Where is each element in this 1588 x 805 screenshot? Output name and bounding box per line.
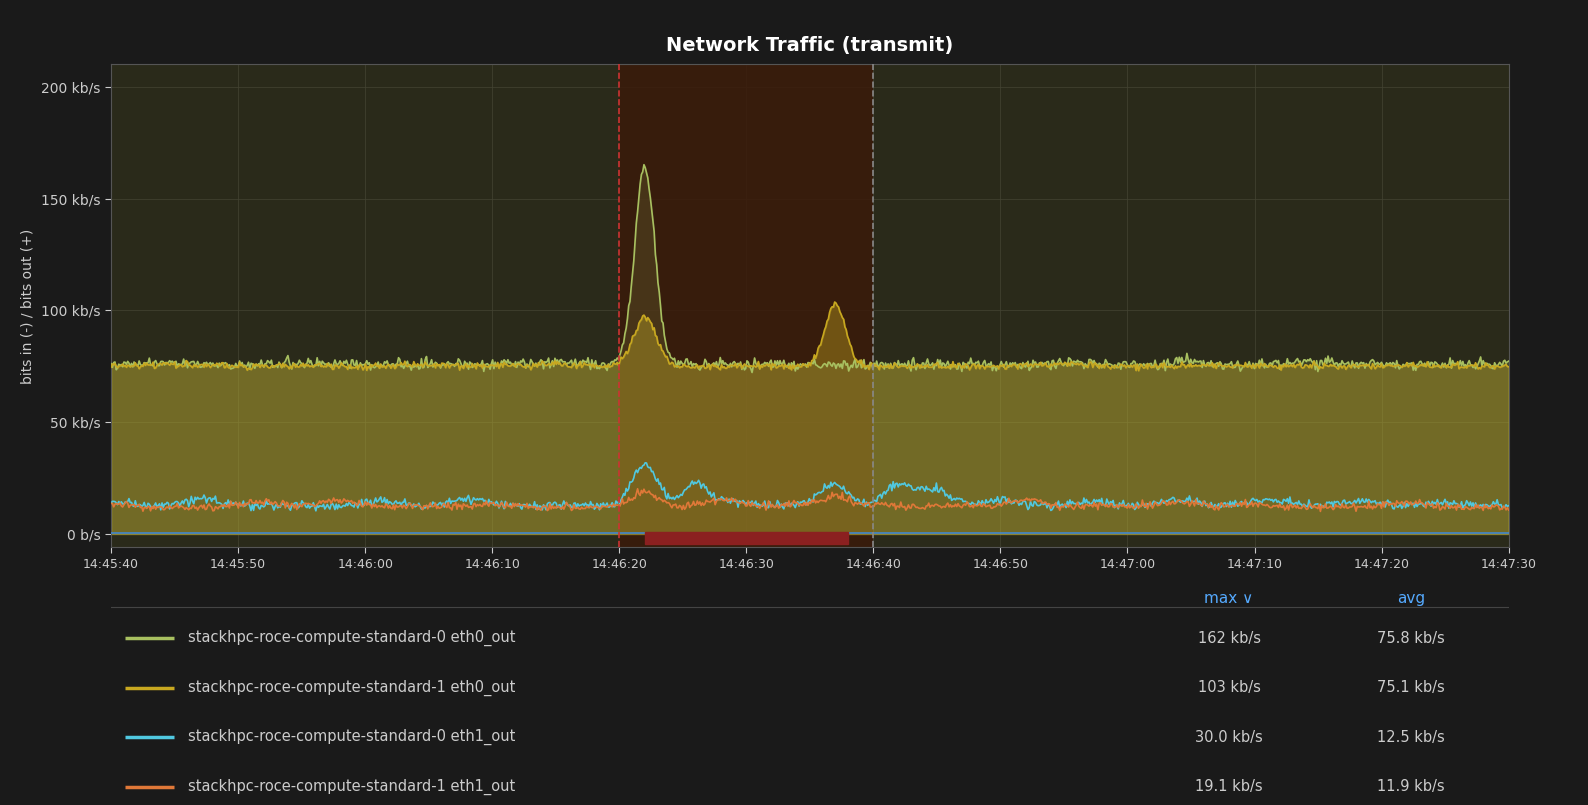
Text: 30.0 kb/s: 30.0 kb/s: [1196, 730, 1262, 745]
Text: 75.8 kb/s: 75.8 kb/s: [1377, 630, 1445, 646]
Text: 103 kb/s: 103 kb/s: [1197, 680, 1261, 696]
Text: stackhpc-roce-compute-standard-1 eth0_out: stackhpc-roce-compute-standard-1 eth0_ou…: [187, 679, 516, 696]
Text: 162 kb/s: 162 kb/s: [1197, 630, 1261, 646]
Text: max ∨: max ∨: [1204, 591, 1255, 606]
Text: 75.1 kb/s: 75.1 kb/s: [1377, 680, 1445, 696]
Text: 12.5 kb/s: 12.5 kb/s: [1377, 730, 1445, 745]
Y-axis label: bits in (-) / bits out (+): bits in (-) / bits out (+): [21, 229, 35, 383]
Bar: [619, 64, 873, 547]
Text: 11.9 kb/s: 11.9 kb/s: [1377, 779, 1445, 795]
Bar: [645, 532, 848, 544]
Text: stackhpc-roce-compute-standard-1 eth1_out: stackhpc-roce-compute-standard-1 eth1_ou…: [187, 779, 515, 795]
Title: Network Traffic (transmit): Network Traffic (transmit): [667, 35, 953, 55]
Text: stackhpc-roce-compute-standard-0 eth1_out: stackhpc-roce-compute-standard-0 eth1_ou…: [187, 729, 516, 745]
Text: 19.1 kb/s: 19.1 kb/s: [1196, 779, 1262, 795]
Text: stackhpc-roce-compute-standard-0 eth0_out: stackhpc-roce-compute-standard-0 eth0_ou…: [187, 630, 516, 646]
Text: avg: avg: [1397, 591, 1424, 606]
